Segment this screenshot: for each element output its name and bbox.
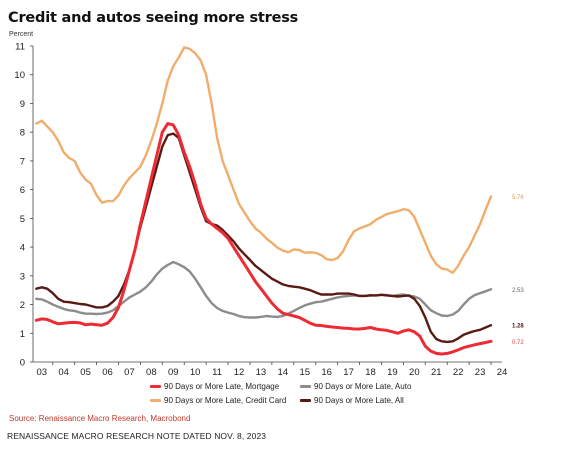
chart-title: Credit and autos seeing more stress [8,10,299,26]
y-tick-label: 9 [20,99,25,110]
x-tick-label: 20 [409,367,420,378]
legend-label-auto: 90 Days or More Late, Auto [314,381,412,391]
x-tick-label: 12 [234,367,245,378]
y-tick-label: 11 [15,42,25,53]
x-tick-label: 14 [278,367,289,378]
end-label-credit-card: 5.76 [512,195,524,201]
y-tick-label: 6 [20,185,25,196]
legend-item-all: 90 Days or More Late, All [300,396,450,405]
x-tick-label: 19 [387,367,398,378]
research-note-footnote: RENAISSANCE MACRO RESEARCH NOTE DATED NO… [7,431,267,441]
legend-swatch-mortgage [150,384,161,388]
end-label-mortgage: 0.72 [512,340,524,346]
x-tick-label: 08 [146,367,157,378]
x-tick-label: 18 [365,367,376,378]
x-tick-label: 07 [124,367,135,378]
x-tick-label: 06 [102,367,113,378]
x-tick-label: 17 [343,367,354,378]
y-tick-label: 0 [20,358,25,369]
legend-item-auto: 90 Days or More Late, Auto [300,382,450,391]
legend-label-credit-card: 90 Days or More Late, Credit Card [164,395,287,405]
y-tick-label: 2 [20,300,25,311]
legend-item-mortgage: 90 Days or More Late, Mortgage [150,382,300,391]
y-tick-label: 1 [20,329,25,340]
x-tick-label: 10 [190,367,201,378]
x-tick-label: 11 [212,367,222,378]
x-tick-label: 05 [80,367,91,378]
legend-swatch-all [300,398,311,402]
y-tick-label: 7 [20,156,25,167]
y-axis-units-label: Percent [9,31,34,38]
legend-item-credit-card: 90 Days or More Late, Credit Card [150,396,300,405]
y-tick-label: 5 [20,214,25,225]
end-label-all: 1.28 [512,324,524,330]
y-tick-label: 4 [20,243,25,254]
y-tick-label: 10 [14,70,25,81]
source-note: Source: Renaissance Macro Research, Macr… [9,414,191,423]
series-line-mortgage [34,122,493,356]
legend-swatch-credit-card [150,398,161,402]
x-tick-label: 03 [36,367,47,378]
x-tick-label: 09 [168,367,179,378]
series-line-all [35,132,493,344]
y-tick-label: 8 [20,128,25,139]
legend-swatch-auto [300,384,311,388]
x-tick-label: 22 [453,367,464,378]
x-tick-label: 04 [58,367,69,378]
legend-label-all: 90 Days or More Late, All [314,395,404,405]
x-tick-label: 21 [431,367,442,378]
x-tick-label: 24 [497,367,508,378]
series-line-credit-card [35,46,493,275]
series-line-auto [35,260,493,319]
legend-label-mortgage: 90 Days or More Late, Mortgage [164,381,280,391]
x-tick-label: 16 [321,367,332,378]
x-tick-label: 13 [256,367,267,378]
x-tick-label: 15 [299,367,310,378]
end-label-auto: 2.53 [512,288,524,294]
y-tick-label: 3 [20,271,25,282]
chart-legend: 90 Days or More Late, Mortgage 90 Days o… [150,379,450,407]
x-tick-label: 23 [475,367,486,378]
